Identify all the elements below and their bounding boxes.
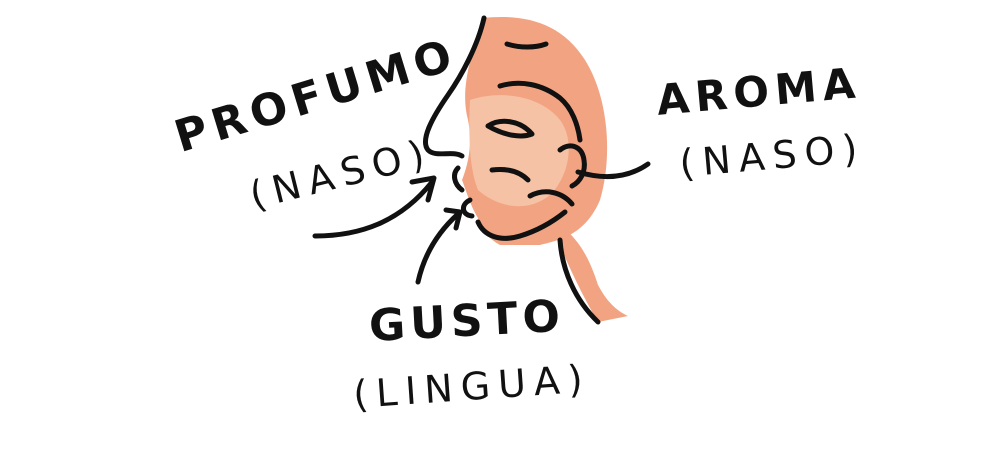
jaw-line (475, 209, 568, 241)
gusto-label: GUSTO (367, 290, 567, 352)
mouth-crease (489, 167, 531, 183)
chin-crease (527, 189, 575, 207)
nose-outline (422, 15, 487, 159)
neck-skin (560, 225, 628, 322)
profumo-arrow (312, 179, 435, 239)
eyebrow (504, 41, 549, 50)
ear (557, 143, 587, 189)
cheekbone-line (497, 80, 583, 143)
gusto-arrowhead (443, 207, 463, 231)
eye (485, 118, 535, 139)
lower-lip (461, 197, 475, 219)
upper-lip (452, 165, 465, 193)
profumo-arrowhead (409, 175, 437, 203)
neck-line (557, 237, 601, 325)
gusto-arrow (415, 211, 461, 285)
aroma-line (575, 161, 651, 180)
